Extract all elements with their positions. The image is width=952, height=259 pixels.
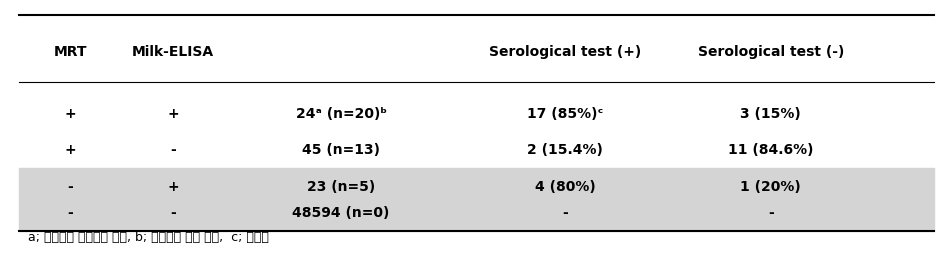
- Text: +: +: [167, 107, 179, 121]
- Text: -: -: [169, 143, 176, 157]
- Text: 48594 (n=0): 48594 (n=0): [292, 206, 389, 220]
- Text: +: +: [167, 180, 179, 194]
- Text: Serological test (-): Serological test (-): [697, 45, 843, 59]
- Text: 45 (n=13): 45 (n=13): [302, 143, 380, 157]
- Bar: [19, 168, 933, 200]
- Text: 23 (n=5): 23 (n=5): [307, 180, 375, 194]
- Text: -: -: [68, 206, 73, 220]
- Text: Milk-ELISA: Milk-ELISA: [131, 45, 214, 59]
- Text: -: -: [68, 180, 73, 194]
- Text: 17 (85%)ᶜ: 17 (85%)ᶜ: [526, 107, 603, 121]
- Text: MRT: MRT: [53, 45, 87, 59]
- Text: +: +: [65, 143, 76, 157]
- Text: -: -: [767, 206, 773, 220]
- Bar: [19, 15, 933, 82]
- Text: 1 (20%): 1 (20%): [740, 180, 801, 194]
- Text: -: -: [169, 206, 176, 220]
- Text: +: +: [65, 107, 76, 121]
- Text: a; 우유검사 해당결과 개수, b; 혁청검사 시행 개수,  c; 일치율: a; 우유검사 해당결과 개수, b; 혁청검사 시행 개수, c; 일치율: [29, 231, 268, 244]
- Text: 4 (80%): 4 (80%): [534, 180, 595, 194]
- Text: 11 (84.6%): 11 (84.6%): [727, 143, 813, 157]
- Text: 2 (15.4%): 2 (15.4%): [526, 143, 603, 157]
- Text: -: -: [562, 206, 567, 220]
- Text: Serological test (+): Serological test (+): [488, 45, 641, 59]
- Text: 24ᵃ (n=20)ᵇ: 24ᵃ (n=20)ᵇ: [295, 107, 387, 121]
- Bar: [19, 200, 933, 231]
- Text: 3 (15%): 3 (15%): [740, 107, 801, 121]
